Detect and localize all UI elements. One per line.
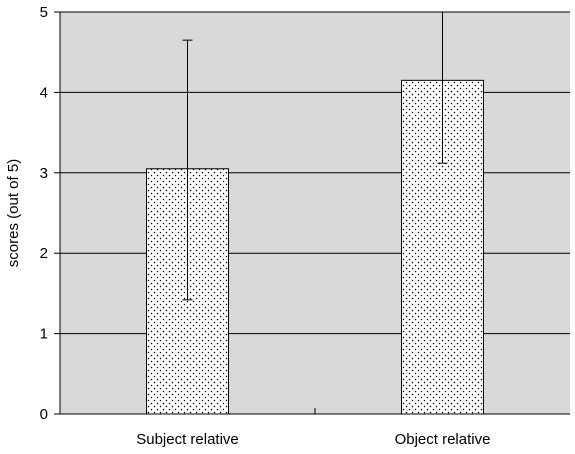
axes	[54, 11, 570, 415]
plot-area	[60, 12, 570, 414]
y-tick-label: 5	[40, 4, 48, 21]
error-bars	[182, 11, 448, 301]
y-tick-label: 0	[40, 406, 48, 423]
x-tick-label: Subject relative	[136, 431, 239, 448]
x-tick-label: Object relative	[395, 431, 491, 448]
y-tick-label: 4	[40, 84, 48, 101]
y-axis-title: scores (out of 5)	[5, 159, 22, 267]
y-tick-label: 1	[40, 326, 48, 343]
y-tick-label: 3	[40, 165, 48, 182]
gridlines	[60, 11, 570, 335]
y-tick-label: 2	[40, 245, 48, 262]
tick-labels: 0 1 2 3 4 5 Subject relative Object relative	[40, 4, 491, 448]
